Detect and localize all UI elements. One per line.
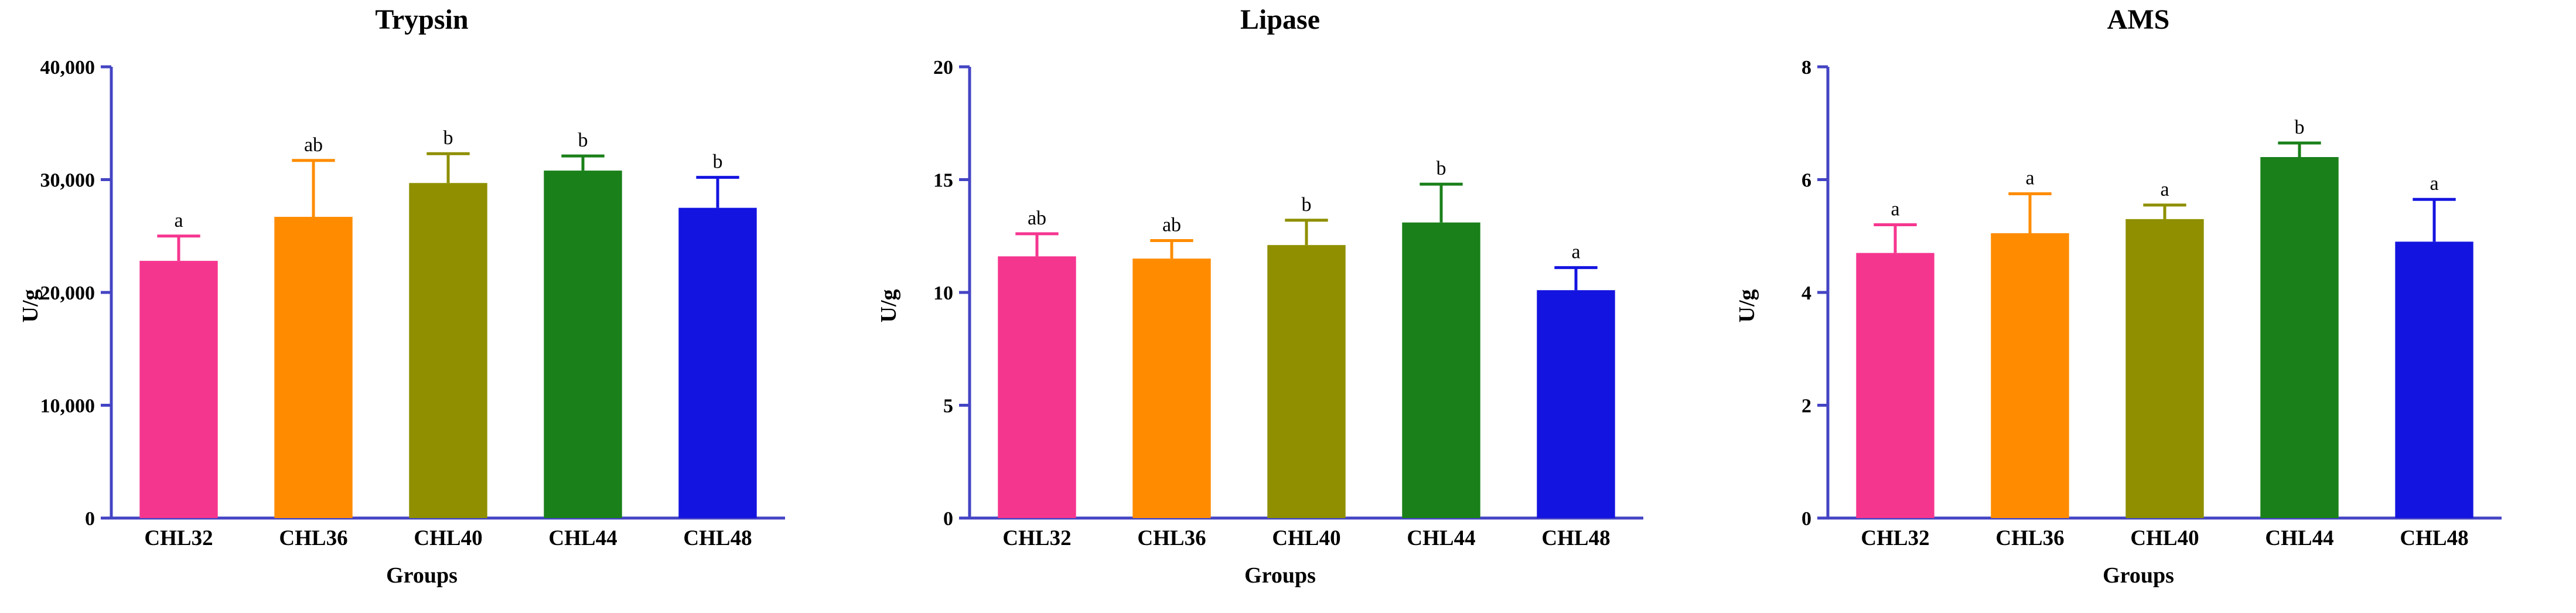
bar-chart-ams: 0 2 4 6 8 a CHL32 a CHL36 a CHL40 b CHL44 a CHL48 [1802,57,2502,550]
bar-CHL48 [1537,290,1615,518]
y-tick-label: 2 [1802,396,1811,417]
bar-CHL32 [139,261,218,518]
x-axis-label: Groups [386,563,458,588]
x-axis-label: Groups [2103,563,2174,588]
significance-letter: ab [1028,207,1046,229]
x-category-label: CHL48 [1541,526,1610,550]
x-category-label: CHL44 [548,526,617,550]
x-category-label: CHL36 [279,526,347,550]
y-tick-label: 20 [933,57,953,79]
y-tick-label: 10 [933,282,953,304]
significance-letter: b [713,151,723,173]
y-tick-label: 10,000 [40,396,95,417]
y-tick-label: 40,000 [40,57,95,79]
bar-chart-lipase: 0 5 10 15 20 ab CHL32 ab CHL36 b CHL40 b CHL44 a CHL48 [933,57,1643,550]
x-category-label: CHL40 [414,526,482,550]
y-tick-label: 15 [933,170,953,192]
significance-letter: b [443,127,453,149]
bar-CHL44 [544,171,622,519]
x-category-label: CHL40 [2130,526,2199,550]
chart-panel-lipase: Lipase U/g 0 5 10 15 20 ab CHL32 ab CHL36 b CHL40 b… [858,0,1717,613]
y-tick-label: 6 [1802,170,1811,192]
chart-title: Lipase [1240,4,1321,35]
bar-chart-trypsin: 0 10,000 20,000 30,000 40,000 a CHL32 ab CHL36 b C… [40,57,785,550]
significance-letter: a [174,210,183,231]
y-tick-label: 0 [85,508,95,530]
bar-CHL48 [678,207,757,518]
x-category-label: CHL48 [2400,526,2468,550]
y-tick-label: 20,000 [40,282,95,304]
y-tick-label: 30,000 [40,170,95,192]
chart-panel-trypsin: Trypsin U/g 0 10,000 20,000 30,000 40,000 a CH… [0,0,858,613]
bar-CHL36 [274,217,353,518]
significance-letter: ab [304,134,323,156]
y-tick-label: 4 [1802,282,1811,304]
bar-CHL36 [1991,233,2069,518]
bar-CHL32 [998,256,1076,518]
bar-CHL40 [2125,219,2204,518]
x-category-label: CHL48 [683,526,752,550]
significance-letter: b [1302,194,1312,216]
x-axis-label: Groups [1244,563,1316,588]
significance-letter: b [578,130,588,151]
x-category-label: CHL32 [1861,526,1929,550]
bar-CHL44 [2260,157,2339,518]
significance-letter: b [1437,158,1446,179]
x-category-label: CHL44 [1407,526,1475,550]
x-category-label: CHL36 [1995,526,2064,550]
x-category-label: CHL44 [2265,526,2333,550]
significance-letter: a [2025,168,2034,189]
y-tick-label: 5 [943,396,953,417]
bar-CHL44 [1402,222,1480,518]
bar-CHL32 [1856,253,1934,518]
bar-CHL40 [409,183,487,518]
significance-letter: ab [1162,214,1181,236]
bar-CHL36 [1132,258,1211,518]
chart-title: AMS [2107,4,2170,35]
chart-title: Trypsin [375,4,469,35]
significance-letter: a [2430,173,2438,195]
significance-letter: b [2295,117,2305,138]
y-tick-label: 0 [1802,508,1811,530]
bar-CHL40 [1267,245,1346,518]
y-tick-label: 0 [943,508,953,530]
x-category-label: CHL32 [1002,526,1071,550]
bar-CHL48 [2395,241,2473,518]
chart-panel-ams: AMS U/g 0 2 4 6 8 a CHL32 a CHL36 a CHL40 b CHL44 a CH… [1717,0,2575,613]
x-category-label: CHL36 [1137,526,1206,550]
y-tick-label: 8 [1802,57,1811,79]
significance-letter: a [1571,241,1580,263]
x-category-label: CHL40 [1272,526,1340,550]
significance-letter: a [1891,199,1899,220]
significance-letter: a [2160,179,2169,200]
x-category-label: CHL32 [144,526,213,550]
